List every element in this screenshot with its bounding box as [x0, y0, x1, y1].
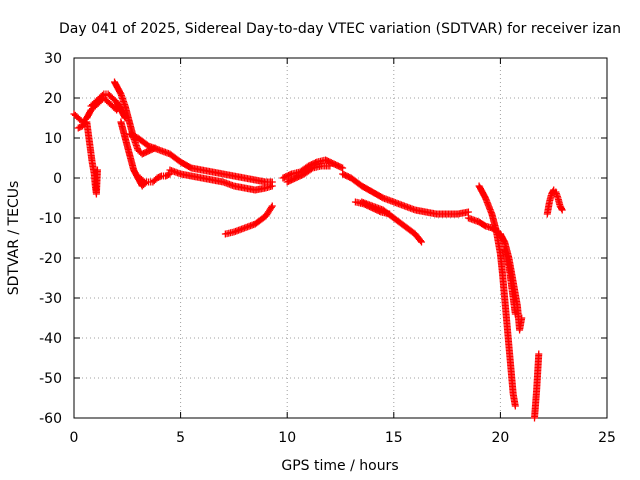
y-tick-label: -10 — [39, 211, 62, 227]
plot-frame — [73, 57, 608, 419]
axis-ticks — [73, 57, 608, 419]
data-point-markers — [339, 170, 472, 218]
series-band-afternoon — [339, 170, 472, 218]
x-tick-label: 0 — [70, 430, 79, 446]
series-drop-c — [501, 246, 519, 318]
data-point-markers — [74, 118, 101, 198]
x-tick-label: 5 — [176, 430, 185, 446]
data-point-markers — [70, 94, 123, 126]
y-tick-label: -60 — [39, 411, 62, 427]
y-tick-label: -40 — [39, 331, 62, 347]
series-band-main — [125, 130, 276, 186]
series-tail-low — [531, 350, 543, 422]
data-point-markers — [501, 246, 519, 318]
series-arc-mid-b — [283, 162, 334, 186]
data-point-markers — [358, 198, 426, 246]
y-tick-label: 10 — [44, 131, 62, 147]
x-tick-label: 15 — [385, 430, 403, 446]
data-point-markers — [283, 162, 334, 186]
chart-title: Day 041 of 2025, Sidereal Day-to-day VTE… — [59, 21, 621, 37]
data-point-markers — [117, 118, 150, 190]
data-point-markers — [543, 186, 566, 218]
y-tick-label: 20 — [44, 91, 62, 107]
series-drop-a — [475, 182, 519, 410]
series-band-low — [166, 166, 276, 194]
y-tick-label: -50 — [39, 371, 62, 387]
data-point-markers — [531, 350, 543, 422]
x-tick-label: 10 — [278, 430, 296, 446]
data-point-markers — [279, 156, 347, 182]
series-arc-mid — [279, 156, 347, 182]
x-tick-label: 25 — [598, 430, 616, 446]
data-point-markers — [475, 182, 519, 410]
data-points — [70, 78, 566, 422]
x-tick-labels: 0 5 10 15 20 25 — [70, 430, 616, 446]
x-axis-label: GPS time / hours — [281, 458, 398, 474]
y-tick-label: 0 — [53, 171, 62, 187]
y-tick-label: 30 — [44, 51, 62, 67]
series-arc-low — [136, 170, 174, 186]
series-arc-descent — [117, 118, 150, 190]
data-point-markers — [87, 90, 129, 122]
data-point-markers — [136, 170, 174, 186]
series-main-start — [70, 94, 123, 126]
grid — [74, 58, 607, 418]
y-tick-label: -30 — [39, 291, 62, 307]
data-point-markers — [221, 202, 276, 238]
x-tick-label: 20 — [491, 430, 509, 446]
series-main-dip — [74, 118, 101, 198]
data-point-markers — [125, 130, 276, 186]
y-axis-label: SDTVAR / TECUs — [6, 181, 22, 296]
data-point-markers — [166, 166, 276, 194]
series-late-arc — [543, 186, 566, 218]
series-arc-gap — [221, 202, 276, 238]
y-tick-label: -20 — [39, 251, 62, 267]
series-arc-early — [87, 90, 129, 122]
series-arc-sagging — [358, 198, 426, 246]
y-tick-labels: 30 20 10 0 -10 -20 -30 -40 -50 -60 — [39, 51, 62, 427]
